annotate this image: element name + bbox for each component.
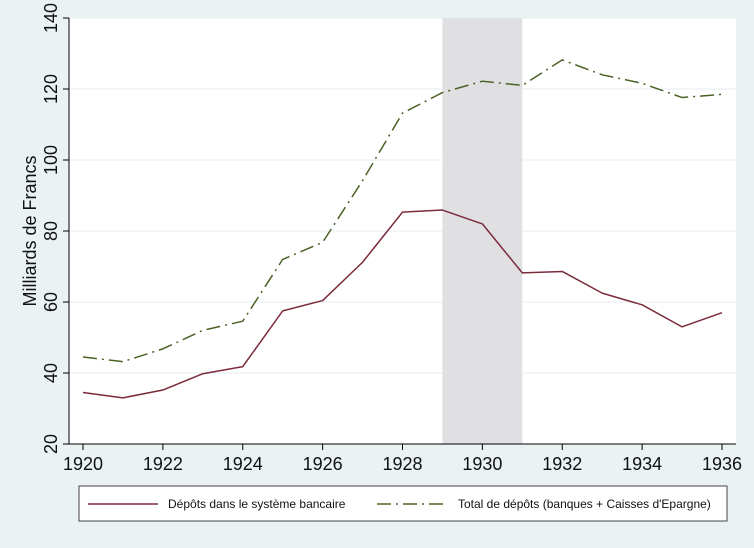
axes: 20 40 60 80 100 120 140 1920 1922 1924 1926 1928 193… [41,3,742,474]
x-tick-label: 1928 [382,454,422,474]
x-tick-label: 1924 [223,454,263,474]
x-tick-label: 1920 [63,454,103,474]
data-series [82,59,723,399]
x-tick-label: 1934 [622,454,662,474]
series-line-depots [82,209,723,399]
y-tick-label: 60 [41,292,61,312]
legend-label-depots: Dépôts dans le système bancaire [168,497,346,511]
x-tick-label: 1922 [143,454,183,474]
y-tick-label: 20 [41,434,61,454]
y-tick-label: 140 [41,3,61,33]
y-tick-label: 120 [41,74,61,104]
legend-label-total: Total de dépôts (banques + Caisses d'Epa… [458,497,711,511]
x-tick-label: 1926 [303,454,343,474]
x-tick-label: 1936 [702,454,742,474]
series-line-total [82,59,723,363]
x-tick-label: 1932 [542,454,582,474]
y-axis-label: Milliards de Francs [20,155,40,306]
grid-lines [69,17,736,374]
x-tick-label: 1930 [462,454,502,474]
y-tick-label: 80 [41,221,61,241]
legend: Dépôts dans le système bancaire Total de… [78,485,728,522]
y-tick-label: 100 [41,145,61,175]
y-tick-label: 40 [41,363,61,383]
